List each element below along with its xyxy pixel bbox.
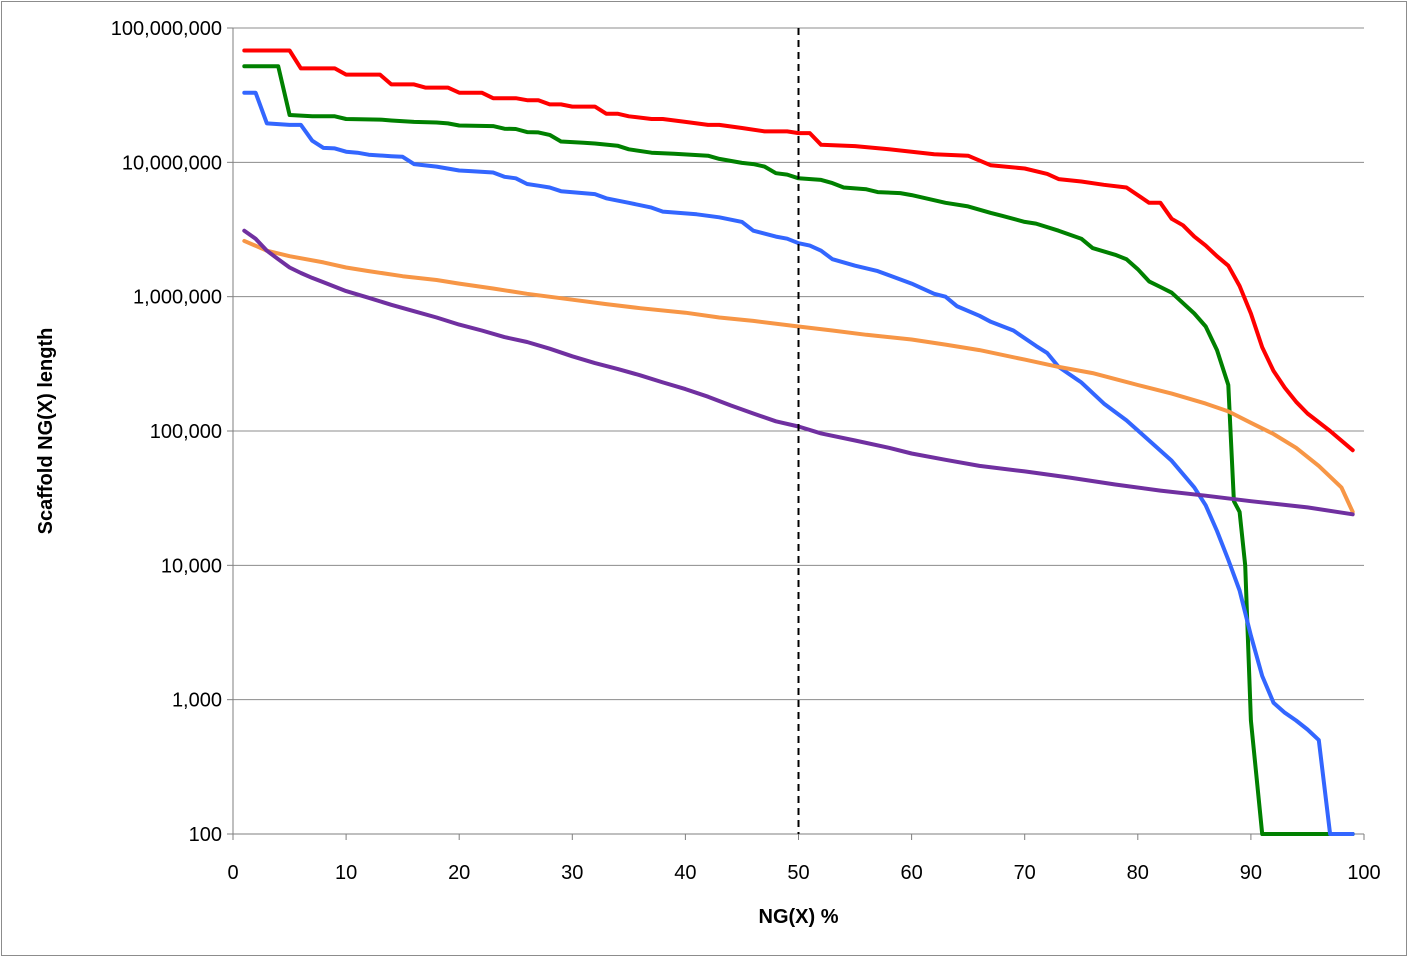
x-tick-label: 30 xyxy=(561,862,583,884)
series-line-5 xyxy=(242,228,1355,517)
x-tick-label: 60 xyxy=(900,862,922,884)
x-axis-title: NG(X) % xyxy=(759,906,839,928)
grid-layer xyxy=(227,27,1365,840)
x-tick-label: 20 xyxy=(448,862,470,884)
x-tick-label: 0 xyxy=(227,862,238,884)
series-line-4 xyxy=(242,238,1355,514)
y-axis-title: Scaffold NG(X) length xyxy=(35,328,57,535)
y-tick-label: 10,000 xyxy=(161,555,222,577)
y-tick-label: 1,000,000 xyxy=(133,287,222,309)
x-tick-label: 10 xyxy=(335,862,357,884)
y-tick-label: 10,000,000 xyxy=(122,152,222,174)
y-tick-label: 100 xyxy=(189,824,222,846)
x-tick-label: 40 xyxy=(674,862,696,884)
series-line-3 xyxy=(242,90,1355,836)
x-tick-label: 50 xyxy=(787,862,809,884)
y-tick-label: 100,000 xyxy=(150,421,222,443)
x-tick-label: 80 xyxy=(1127,862,1149,884)
y-tick-label: 1,000 xyxy=(172,690,222,712)
x-tick-label: 90 xyxy=(1240,862,1262,884)
x-tick-label: 70 xyxy=(1014,862,1036,884)
series-layer xyxy=(242,48,1355,836)
series-line-1 xyxy=(242,48,1355,453)
x-tick-label: 100 xyxy=(1347,862,1380,884)
y-tick-label: 100,000,000 xyxy=(111,18,222,40)
tick-label-layer: 1001,00010,000100,0001,000,00010,000,000… xyxy=(111,18,1381,884)
